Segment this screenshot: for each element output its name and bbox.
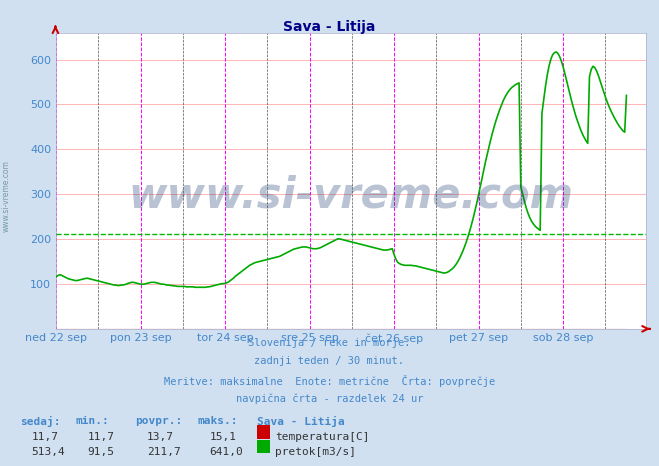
Text: Sava - Litija: Sava - Litija [283,20,376,34]
Text: zadnji teden / 30 minut.: zadnji teden / 30 minut. [254,356,405,366]
Text: www.si-vreme.com: www.si-vreme.com [129,174,573,216]
Text: 11,7: 11,7 [32,432,59,442]
Text: Meritve: maksimalne  Enote: metrične  Črta: povprečje: Meritve: maksimalne Enote: metrične Črta… [164,375,495,387]
Text: www.si-vreme.com: www.si-vreme.com [2,160,11,232]
Text: Sava - Litija: Sava - Litija [257,416,345,427]
Text: Slovenija / reke in morje.: Slovenija / reke in morje. [248,338,411,348]
Text: povpr.:: povpr.: [135,416,183,425]
Text: sedaj:: sedaj: [20,416,60,427]
Text: maks.:: maks.: [198,416,238,425]
Text: 15,1: 15,1 [210,432,237,442]
Text: 641,0: 641,0 [210,447,243,457]
Text: temperatura[C]: temperatura[C] [275,432,369,442]
Text: 91,5: 91,5 [88,447,115,457]
Text: 13,7: 13,7 [147,432,174,442]
Text: 211,7: 211,7 [147,447,181,457]
Text: min.:: min.: [76,416,109,425]
Text: 513,4: 513,4 [32,447,65,457]
Text: pretok[m3/s]: pretok[m3/s] [275,447,356,457]
Text: 11,7: 11,7 [88,432,115,442]
Text: navpična črta - razdelek 24 ur: navpična črta - razdelek 24 ur [236,394,423,404]
